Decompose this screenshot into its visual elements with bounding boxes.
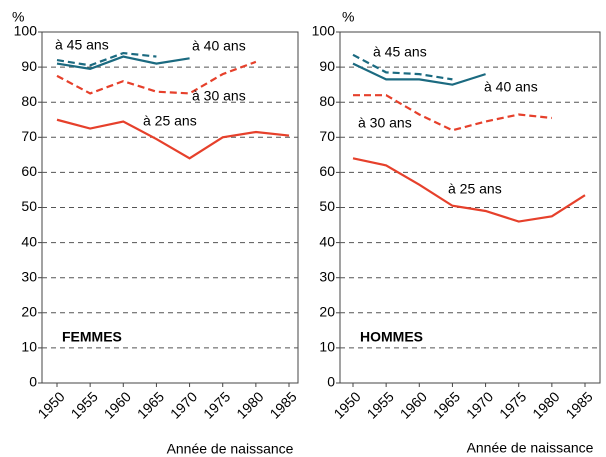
- y-tick-label: 100: [14, 23, 38, 39]
- y-tick-label: 30: [319, 268, 335, 284]
- y-axis-label: %: [12, 9, 24, 25]
- x-tick-label: 1985: [562, 388, 595, 421]
- y-tick-label: 20: [319, 304, 335, 320]
- x-tick-label: 1975: [200, 388, 233, 421]
- series-label: à 40 ans: [484, 79, 538, 95]
- x-tick-label: 1955: [68, 388, 101, 421]
- y-axis-label: %: [342, 9, 354, 25]
- y-tick-label: 70: [21, 128, 37, 144]
- y-tick-label: 70: [319, 128, 335, 144]
- y-tick-label: 0: [29, 374, 37, 390]
- x-tick-label: 1965: [430, 388, 463, 421]
- y-tick-label: 0: [327, 374, 335, 390]
- y-tick-label: 20: [21, 304, 37, 320]
- x-tick-label: 1960: [101, 388, 134, 421]
- series-line: [353, 94, 552, 132]
- x-tick-label: 1950: [330, 388, 363, 421]
- x-tick-label: 1975: [496, 388, 529, 421]
- series-line: [56, 60, 257, 95]
- series-label: à 30 ans: [192, 88, 246, 104]
- y-tick-label: 100: [312, 23, 336, 39]
- y-tick-label: 60: [319, 163, 335, 179]
- series-line: [56, 55, 190, 70]
- series-line: [56, 118, 290, 160]
- panel-label: FEMMES: [62, 329, 122, 345]
- y-tick-label: 50: [319, 198, 335, 214]
- x-tick-label: 1960: [397, 388, 430, 421]
- series-label: à 45 ans: [373, 44, 427, 60]
- series-label: à 45 ans: [55, 37, 109, 53]
- y-tick-label: 50: [21, 198, 37, 214]
- y-tick-label: 90: [319, 58, 335, 74]
- y-tick-label: 40: [319, 233, 335, 249]
- y-tick-label: 30: [21, 268, 37, 284]
- x-tick-label: 1985: [266, 388, 299, 421]
- x-tick-label: 1980: [233, 388, 266, 421]
- y-tick-label: 80: [319, 93, 335, 109]
- series-line: [352, 62, 486, 86]
- x-axis-label: Année de naissance: [167, 441, 294, 457]
- panel-label: HOMMES: [360, 329, 423, 345]
- x-tick-label: 1965: [134, 388, 167, 421]
- series-label: à 25 ans: [143, 113, 197, 129]
- x-axis-label: Année de naissance: [467, 440, 594, 456]
- y-tick-label: 90: [21, 58, 37, 74]
- series-label: à 40 ans: [192, 38, 246, 54]
- x-tick-label: 1970: [167, 388, 200, 421]
- y-tick-label: 10: [319, 339, 335, 355]
- x-tick-label: 1950: [34, 388, 67, 421]
- x-tick-label: 1955: [364, 388, 397, 421]
- series-line: [352, 157, 586, 223]
- y-tick-label: 10: [21, 339, 37, 355]
- x-tick-label: 1970: [463, 388, 496, 421]
- series-line: [56, 51, 157, 67]
- x-tick-label: 1980: [529, 388, 562, 421]
- y-tick-label: 40: [21, 233, 37, 249]
- series-label: à 25 ans: [448, 181, 502, 197]
- y-tick-label: 60: [21, 163, 37, 179]
- series-label: à 30 ans: [358, 115, 412, 131]
- y-tick-label: 80: [21, 93, 37, 109]
